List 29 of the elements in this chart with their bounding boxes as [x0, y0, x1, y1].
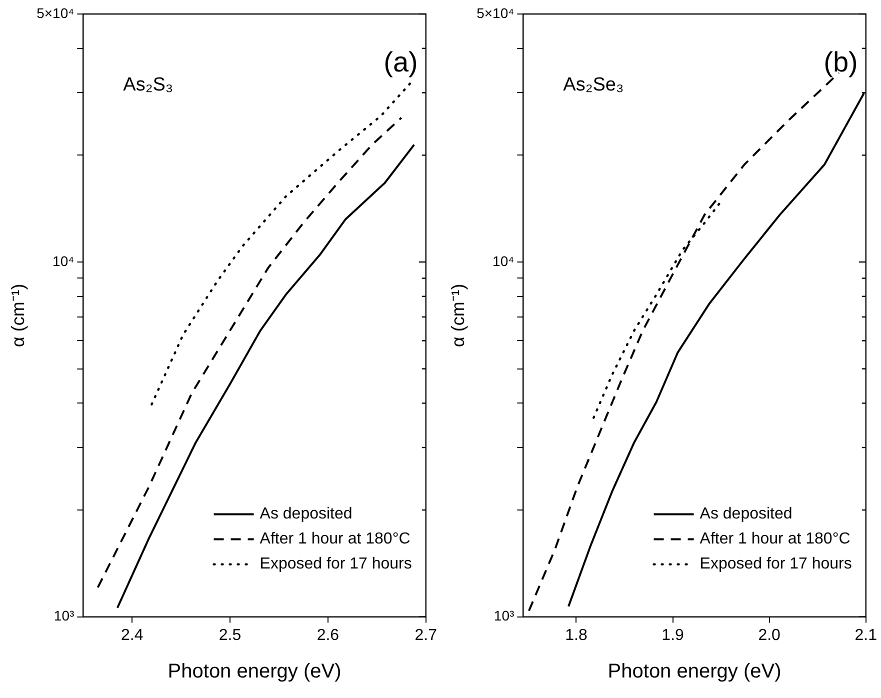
x-tick-label: 2.1	[854, 626, 878, 644]
x-tick-label: 2.6	[316, 626, 340, 644]
y-tick-label: 10⁴	[52, 252, 74, 269]
y-axis-title: α (cm⁻¹)	[448, 284, 468, 348]
text: (a)	[384, 46, 418, 78]
y-axis-title: α (cm⁻¹)	[8, 284, 28, 348]
x-tick-label: 2.5	[218, 626, 242, 644]
x-tick-label: 2.7	[414, 626, 438, 644]
annotation: As₂S₃	[123, 74, 174, 96]
x-axis-title: Photon energy (eV)	[608, 660, 782, 683]
legend-label: Exposed for 17 hours	[260, 556, 412, 573]
line-series	[592, 202, 722, 419]
legend-label: After 1 hour at 180°C	[700, 530, 850, 548]
x-tick-label: 2.0	[758, 626, 781, 644]
y-tick-label: 10⁴	[492, 252, 514, 269]
x-tick-label: 1.8	[565, 626, 588, 644]
legend-label: As deposited	[700, 506, 792, 523]
annotation: As₂Se₃	[563, 74, 624, 96]
legend-label: As deposited	[260, 506, 352, 523]
y-tick-label: 5×10⁴	[476, 4, 514, 21]
y-tick-label: 10³	[494, 608, 514, 624]
legend-label: Exposed for 17 hours	[700, 556, 852, 573]
x-tick-label: 2.4	[120, 626, 144, 644]
y-tick-label: 5×10⁴	[36, 4, 74, 21]
x-tick-label: 1.9	[662, 626, 684, 644]
y-tick-label: 10³	[54, 608, 74, 624]
x-axis-title: Photon energy (eV)	[168, 660, 342, 683]
text: (b)	[824, 46, 858, 78]
legend-label: After 1 hour at 180°C	[260, 530, 410, 548]
